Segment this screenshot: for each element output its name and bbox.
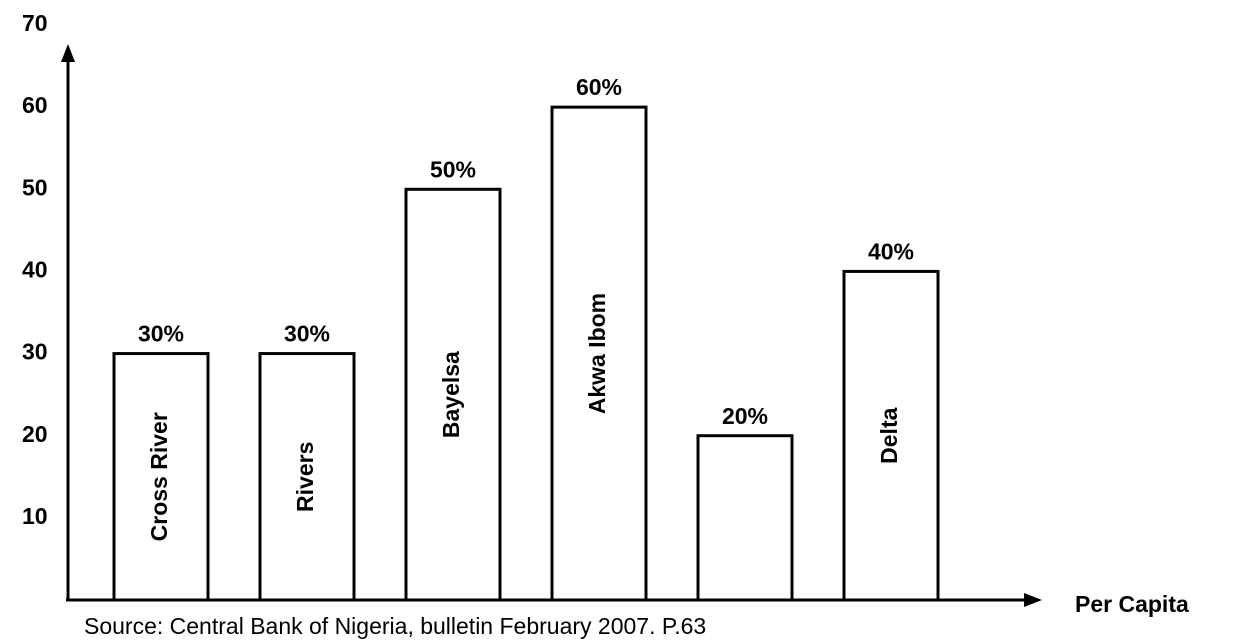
bar bbox=[112, 352, 210, 602]
y-tick-label: 70 bbox=[22, 10, 48, 36]
y-tick-label: 10 bbox=[22, 503, 48, 529]
source-note: Source: Central Bank of Nigeria, bulleti… bbox=[84, 613, 706, 639]
category-label: Delta bbox=[876, 407, 902, 463]
y-axis-arrow bbox=[61, 44, 75, 62]
value-label: 20% bbox=[722, 403, 768, 429]
category-label: Rivers bbox=[292, 442, 318, 512]
value-label: 30% bbox=[284, 321, 330, 347]
bar bbox=[550, 105, 648, 602]
bar bbox=[842, 269, 940, 602]
y-tick-label: 50 bbox=[22, 174, 48, 200]
bar bbox=[404, 187, 502, 602]
y-tick-label: 20 bbox=[22, 421, 48, 447]
bar bbox=[696, 434, 794, 602]
value-label: 50% bbox=[430, 156, 476, 182]
y-tick-label: 60 bbox=[22, 92, 48, 118]
y-tick-label: 40 bbox=[22, 257, 48, 283]
value-label: 60% bbox=[576, 74, 622, 100]
category-label: Bayelsa bbox=[438, 351, 464, 438]
category-label: Akwa Ibom bbox=[584, 293, 610, 414]
x-axis-label: Per Capita bbox=[1075, 591, 1189, 617]
value-label: 30% bbox=[138, 321, 184, 347]
category-label: Cross River bbox=[146, 412, 172, 541]
value-label: 40% bbox=[868, 239, 914, 265]
y-tick-label: 30 bbox=[22, 339, 48, 365]
x-axis-arrow bbox=[1024, 593, 1042, 607]
bar bbox=[258, 352, 356, 602]
